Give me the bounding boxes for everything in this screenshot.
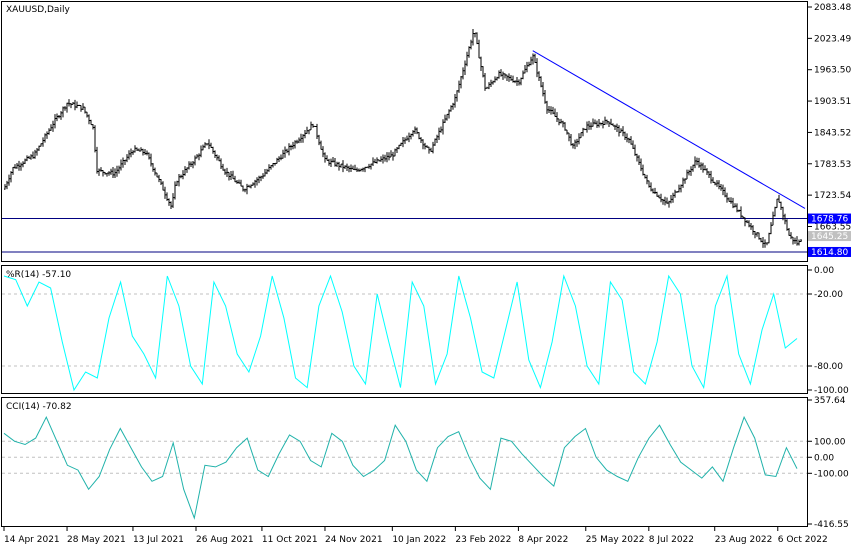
date-axis-label: 25 May 2022 [586,535,645,545]
date-axis-label: 13 Jul 2021 [133,535,184,545]
price-axis-label: 1963.50 [814,66,851,76]
date-axis-label: 23 Feb 2022 [455,535,511,545]
date-axis-label: 8 Jul 2022 [649,535,694,545]
price-axis-label: 1783.53 [814,160,851,170]
wpr-panel[interactable] [1,265,808,394]
cci-axis-label: -416.55 [814,520,849,530]
cci-axis-label: -100.00 [814,469,849,479]
support-price-label-bg [808,246,851,257]
resistance-price-label-bg [808,213,851,224]
date-axis-label: 14 Apr 2021 [4,535,60,545]
wpr-title: %R(14) -57.10 [6,270,71,280]
wpr-line [3,274,798,392]
wpr-axis-label: -80.00 [814,362,843,372]
current-price-label: 1645.25 [811,232,848,242]
support-price-label: 1614.80 [811,248,848,258]
date-axis-label: 8 Apr 2022 [518,535,568,545]
main-panel[interactable] [1,1,808,262]
price-axis-label: 1843.52 [814,128,851,138]
date-axis-label: 26 Aug 2021 [196,535,254,545]
cci-panel[interactable] [1,397,808,527]
resistance-price-label: 1678.76 [811,215,848,225]
date-axis-label: 10 Jan 2022 [392,535,446,545]
date-axis-label: 6 Oct 2022 [778,535,828,545]
cci-line [3,415,798,520]
date-axis-label: 24 Nov 2021 [325,535,383,545]
cci-axis-label: 357.64 [814,396,846,406]
wpr-axis-label: 0.00 [814,266,834,276]
price-axis-label: 1663.55 [814,222,851,232]
price-axis-label: 1723.54 [814,191,851,201]
cci-title: CCI(14) -70.82 [6,402,72,412]
wpr-axis-label: -100.00 [814,386,849,396]
wpr-axis-label: -20.00 [814,290,843,300]
price-axis-label: 1903.51 [814,97,851,107]
date-axis-label: 28 May 2021 [67,535,126,545]
date-axis-label: 23 Aug 2022 [715,535,773,545]
current-price-label-bg [808,231,851,242]
price-axis-label: 2023.49 [814,34,851,44]
cci-axis-label: 0.00 [814,453,834,463]
price-axis-label: 2083.48 [814,3,851,13]
date-axis-label: 11 Oct 2021 [262,535,318,545]
cci-axis-label: 100.00 [814,437,846,447]
main-title: XAUUSD,Daily [6,5,70,15]
trendline [532,50,806,209]
